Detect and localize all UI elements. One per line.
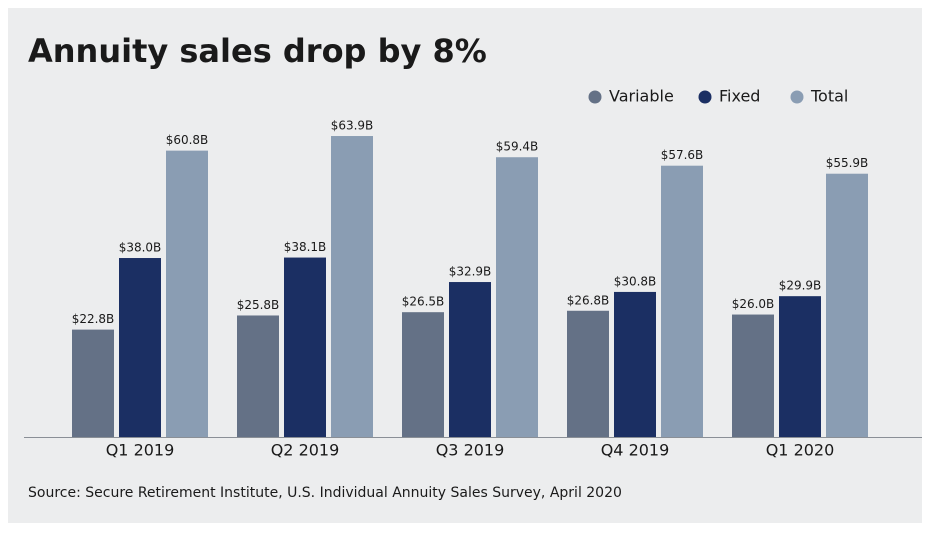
- bar: [496, 157, 538, 437]
- value-label: $26.8B: [567, 293, 610, 307]
- legend-swatch: [790, 90, 804, 104]
- x-tick-label: Q2 2019: [271, 441, 340, 460]
- value-label: $29.9B: [779, 279, 822, 293]
- bar: [402, 312, 444, 437]
- value-label: $30.8B: [614, 274, 657, 288]
- bar: [567, 310, 609, 437]
- value-label: $38.1B: [284, 240, 327, 254]
- bar: [826, 173, 868, 437]
- bar: [449, 282, 491, 437]
- bar: [119, 258, 161, 437]
- x-tick-label: Q3 2019: [436, 441, 505, 460]
- bar: [237, 315, 279, 437]
- value-label: $59.4B: [496, 140, 539, 154]
- value-label: $38.0B: [119, 241, 162, 255]
- value-label: $26.5B: [402, 295, 445, 309]
- bar: [614, 291, 656, 437]
- legend-label: Variable: [609, 87, 674, 106]
- value-label: $57.6B: [661, 148, 704, 162]
- value-label: $25.8B: [237, 298, 280, 312]
- value-label: $26.0B: [732, 297, 775, 311]
- x-tick-label: Q1 2020: [766, 441, 835, 460]
- legend-label: Fixed: [719, 87, 760, 106]
- bar: [732, 314, 774, 437]
- bar: [661, 165, 703, 438]
- value-label: $63.9B: [331, 119, 374, 133]
- bar: [284, 257, 326, 437]
- bar: [72, 329, 114, 437]
- bar: [331, 136, 373, 437]
- source-note: Source: Secure Retirement Institute, U.S…: [28, 485, 622, 501]
- legend-swatch: [588, 90, 602, 104]
- value-label: $32.9B: [449, 265, 492, 279]
- value-label: $22.8B: [72, 312, 115, 326]
- legend-label: Total: [810, 87, 848, 106]
- bar: [779, 296, 821, 437]
- x-tick-label: Q4 2019: [601, 441, 670, 460]
- legend-swatch: [698, 90, 712, 104]
- x-tick-label: Q1 2019: [106, 441, 175, 460]
- value-label: $60.8B: [166, 133, 209, 147]
- chart-title: Annuity sales drop by 8%: [28, 32, 487, 70]
- bar: [166, 150, 208, 437]
- value-label: $55.9B: [826, 156, 869, 170]
